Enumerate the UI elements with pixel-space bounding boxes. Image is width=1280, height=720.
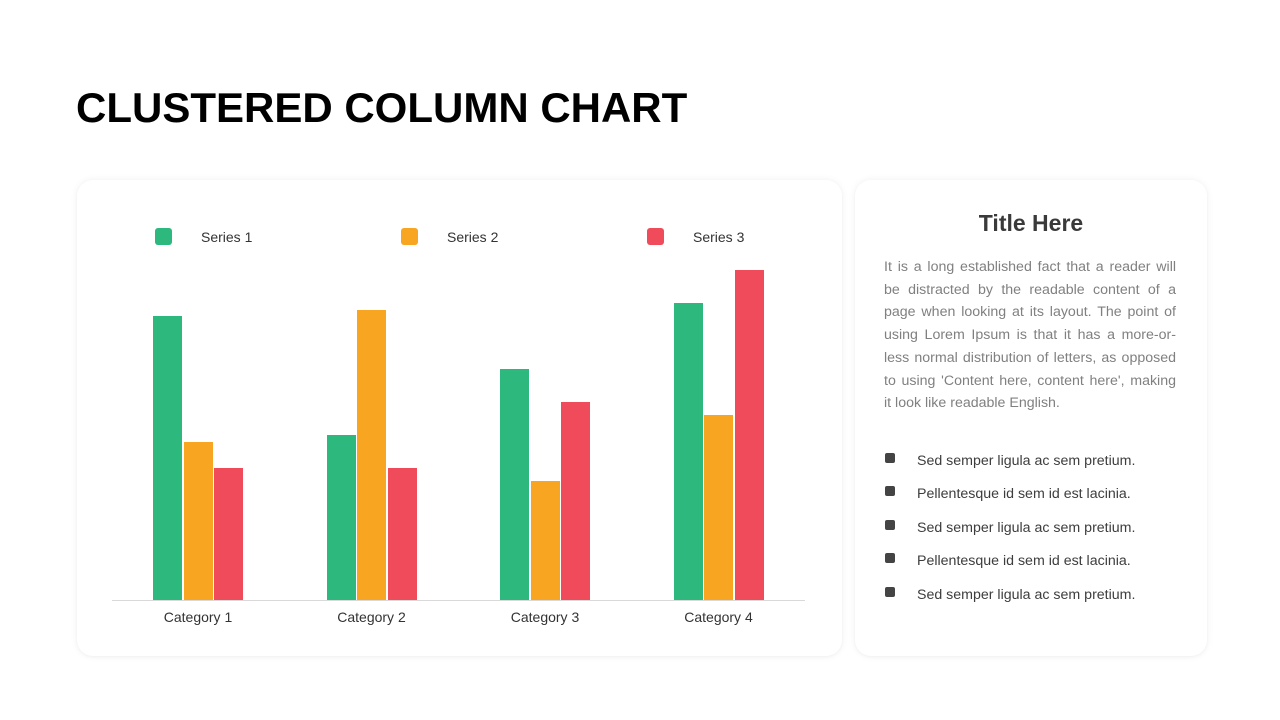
bar-1-series-3 (214, 468, 243, 600)
bar-3-series-2 (530, 481, 560, 600)
legend-item-series-3: Series 3 (647, 228, 744, 245)
info-title: Title Here (978, 210, 1084, 236)
bullet-item: Sed semper ligula ac sem pretium. (885, 578, 1135, 612)
bullet-item: Pellentesque id sem id est lacinia. (885, 478, 1135, 512)
bar-3-series-1 (500, 369, 529, 600)
bar-1-series-2 (183, 442, 213, 600)
square-bullet-icon (885, 486, 895, 497)
bullet-item: Sed semper ligula ac sem pretium. (885, 444, 1135, 478)
square-bullet-icon (885, 452, 895, 463)
category-label: Category 4 (684, 609, 753, 625)
legend-label: Series 3 (693, 228, 745, 245)
page-title: CLUSTERED COLUMN CHART (76, 84, 688, 131)
bullet-text: Sed semper ligula ac sem pretium. (917, 586, 1136, 603)
info-card: Title Here It is a long established fact… (855, 180, 1207, 656)
square-bullet-icon (885, 553, 895, 564)
bar-2-series-2 (357, 310, 386, 600)
bullet-text: Pellentesque id sem id est lacinia. (917, 553, 1131, 570)
bar-3-series-3 (561, 402, 590, 600)
legend-swatch-series-3 (647, 228, 664, 245)
bullet-item: Pellentesque id sem id est lacinia. (885, 545, 1135, 579)
chart-card: Series 1 Series 2 Series 3 Category 1 Cat… (77, 180, 842, 656)
bar-2-series-1 (326, 435, 356, 600)
bullet-text: Sed semper ligula ac sem pretium. (917, 519, 1136, 536)
bullet-list: Sed semper ligula ac sem pretium. Pellen… (885, 444, 1135, 612)
bullet-text: Sed semper ligula ac sem pretium. (917, 452, 1136, 469)
bullet-text: Pellentesque id sem id est lacinia. (917, 486, 1131, 503)
bar-2-series-3 (387, 468, 417, 600)
legend-item-series-1: Series 1 (155, 228, 252, 245)
chart-legend: Series 1 Series 2 Series 3 (77, 228, 842, 248)
bar-1-series-1 (153, 316, 182, 600)
legend-item-series-2: Series 2 (401, 228, 498, 245)
category-label: Category 2 (337, 609, 406, 625)
bar-4-series-2 (704, 415, 733, 600)
bullet-item: Sed semper ligula ac sem pretium. (885, 511, 1135, 545)
category-label: Category 1 (163, 609, 233, 625)
square-bullet-icon (885, 586, 895, 597)
category-label: Category 3 (510, 609, 580, 625)
legend-label: Series 1 (201, 228, 253, 245)
square-bullet-icon (885, 519, 895, 530)
legend-swatch-series-2 (401, 228, 418, 245)
x-axis-line (112, 600, 805, 601)
legend-label: Series 2 (447, 228, 499, 245)
plot-area: Category 1 Category 2 Category 3 Category 4 (112, 260, 805, 625)
bar-4-series-1 (673, 303, 703, 600)
info-body: It is a long established fact that a rea… (884, 259, 1176, 412)
legend-swatch-series-1 (155, 228, 172, 245)
bar-4-series-3 (734, 270, 764, 600)
